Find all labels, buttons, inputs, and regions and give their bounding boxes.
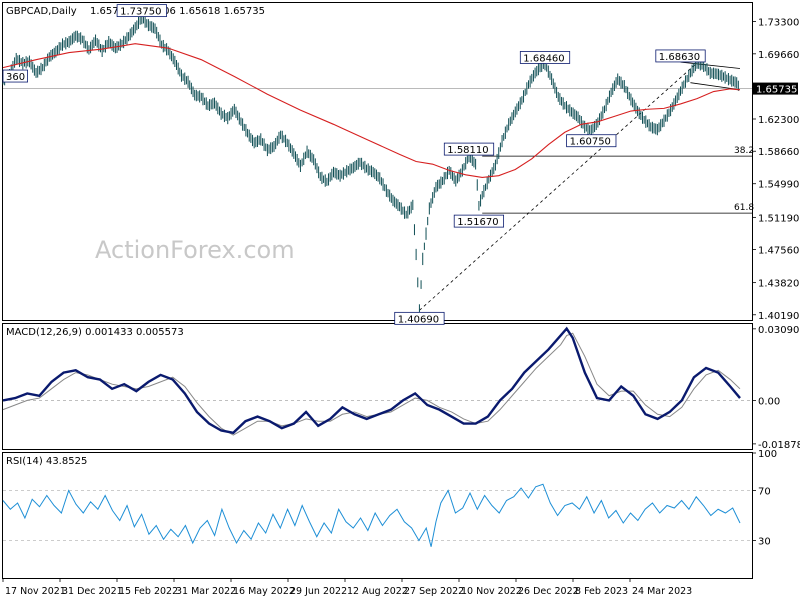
price-y-tick-label: 1.51190 <box>758 213 799 224</box>
price-y-tick-label: 1.58660 <box>758 147 799 158</box>
price-title-symbol: GBPCAD,Daily <box>6 6 77 17</box>
rsi-y-tick-label: 100 <box>758 449 777 460</box>
rsi-y-tick-label: 30 <box>758 537 771 548</box>
rsi-panel-frame <box>2 452 753 579</box>
current-price-tag <box>752 82 798 95</box>
price-title-ohlc: 1.65745 1.65806 1.65618 1.65735 <box>90 6 265 17</box>
x-tick-label: 16 May 2022 <box>233 586 295 597</box>
price-label-box <box>116 4 167 18</box>
x-tick-label: 8 Feb 2023 <box>575 586 628 597</box>
channel-upper-line <box>680 61 741 69</box>
x-tick-label: 15 Feb 2022 <box>119 586 178 597</box>
support-trendline <box>419 62 698 311</box>
price-label-box <box>443 142 495 156</box>
x-tick-label: 17 Nov 2021 <box>5 586 66 597</box>
price-label-box <box>519 51 571 64</box>
price-label: 1.51670 <box>457 217 498 228</box>
macd-title: MACD(12,26,9) 0.001433 0.005573 <box>6 327 184 338</box>
fib-level-label: 61.8 <box>734 203 754 213</box>
price-label-box <box>655 49 706 63</box>
price-y-tick-label: 1.54990 <box>758 180 799 191</box>
watermark-text: ActionForex.com <box>95 236 295 264</box>
price-y-tick-label: 1.62300 <box>758 115 799 126</box>
x-tick-label: 31 Mar 2022 <box>176 586 236 597</box>
macd-line <box>2 326 741 435</box>
x-tick-label: 31 Dec 2021 <box>62 586 123 597</box>
rsi-line <box>2 483 741 547</box>
moving-average-line <box>2 43 741 178</box>
price-y-tick-label: 1.69660 <box>758 50 799 61</box>
price-label-box <box>2 69 29 83</box>
price-label: 1.68630 <box>659 52 700 63</box>
x-tick-label: 24 Mar 2023 <box>632 586 692 597</box>
x-tick-label: 26 Dec 2022 <box>518 586 579 597</box>
price-y-tick-label: 1.40190 <box>758 311 799 322</box>
macd-y-tick-label: 0.030908 <box>758 325 800 336</box>
x-tick-label: 29 Jun 2022 <box>290 586 347 597</box>
rsi-y-tick-label: 70 <box>758 487 771 498</box>
price-label: 1.73750 <box>120 7 161 18</box>
x-tick-label: 12 Aug 2022 <box>347 586 408 597</box>
price-label: 360 <box>6 72 25 83</box>
price-label-box <box>394 311 445 325</box>
current-price-tag-text: 1.65735 <box>756 85 797 96</box>
price-y-tick-label: 1.73300 <box>758 18 799 29</box>
price-label: 1.58110 <box>447 145 488 156</box>
price-y-tick-label: 1.47560 <box>758 246 799 257</box>
price-label: 1.40690 <box>398 314 439 325</box>
macd-y-tick-label: 0.00 <box>758 396 780 407</box>
price-label: 1.68460 <box>523 53 564 64</box>
fib-level-label: 38.2 <box>734 146 754 156</box>
price-label: 1.60750 <box>570 137 611 148</box>
x-tick-label: 27 Sep 2022 <box>404 586 464 597</box>
x-tick-label: 10 Nov 2022 <box>461 586 522 597</box>
price-y-tick-label: 1.43820 <box>758 279 799 290</box>
price-label-box <box>566 134 617 148</box>
rsi-title: RSI(14) 43.8525 <box>6 456 87 467</box>
price-panel-frame <box>2 2 753 321</box>
price-label-box <box>453 214 505 228</box>
macd-y-tick-label: -0.018787 <box>758 440 800 451</box>
price-title: GBPCAD,Daily 1.65745 1.65806 1.65618 1.6… <box>6 6 265 17</box>
